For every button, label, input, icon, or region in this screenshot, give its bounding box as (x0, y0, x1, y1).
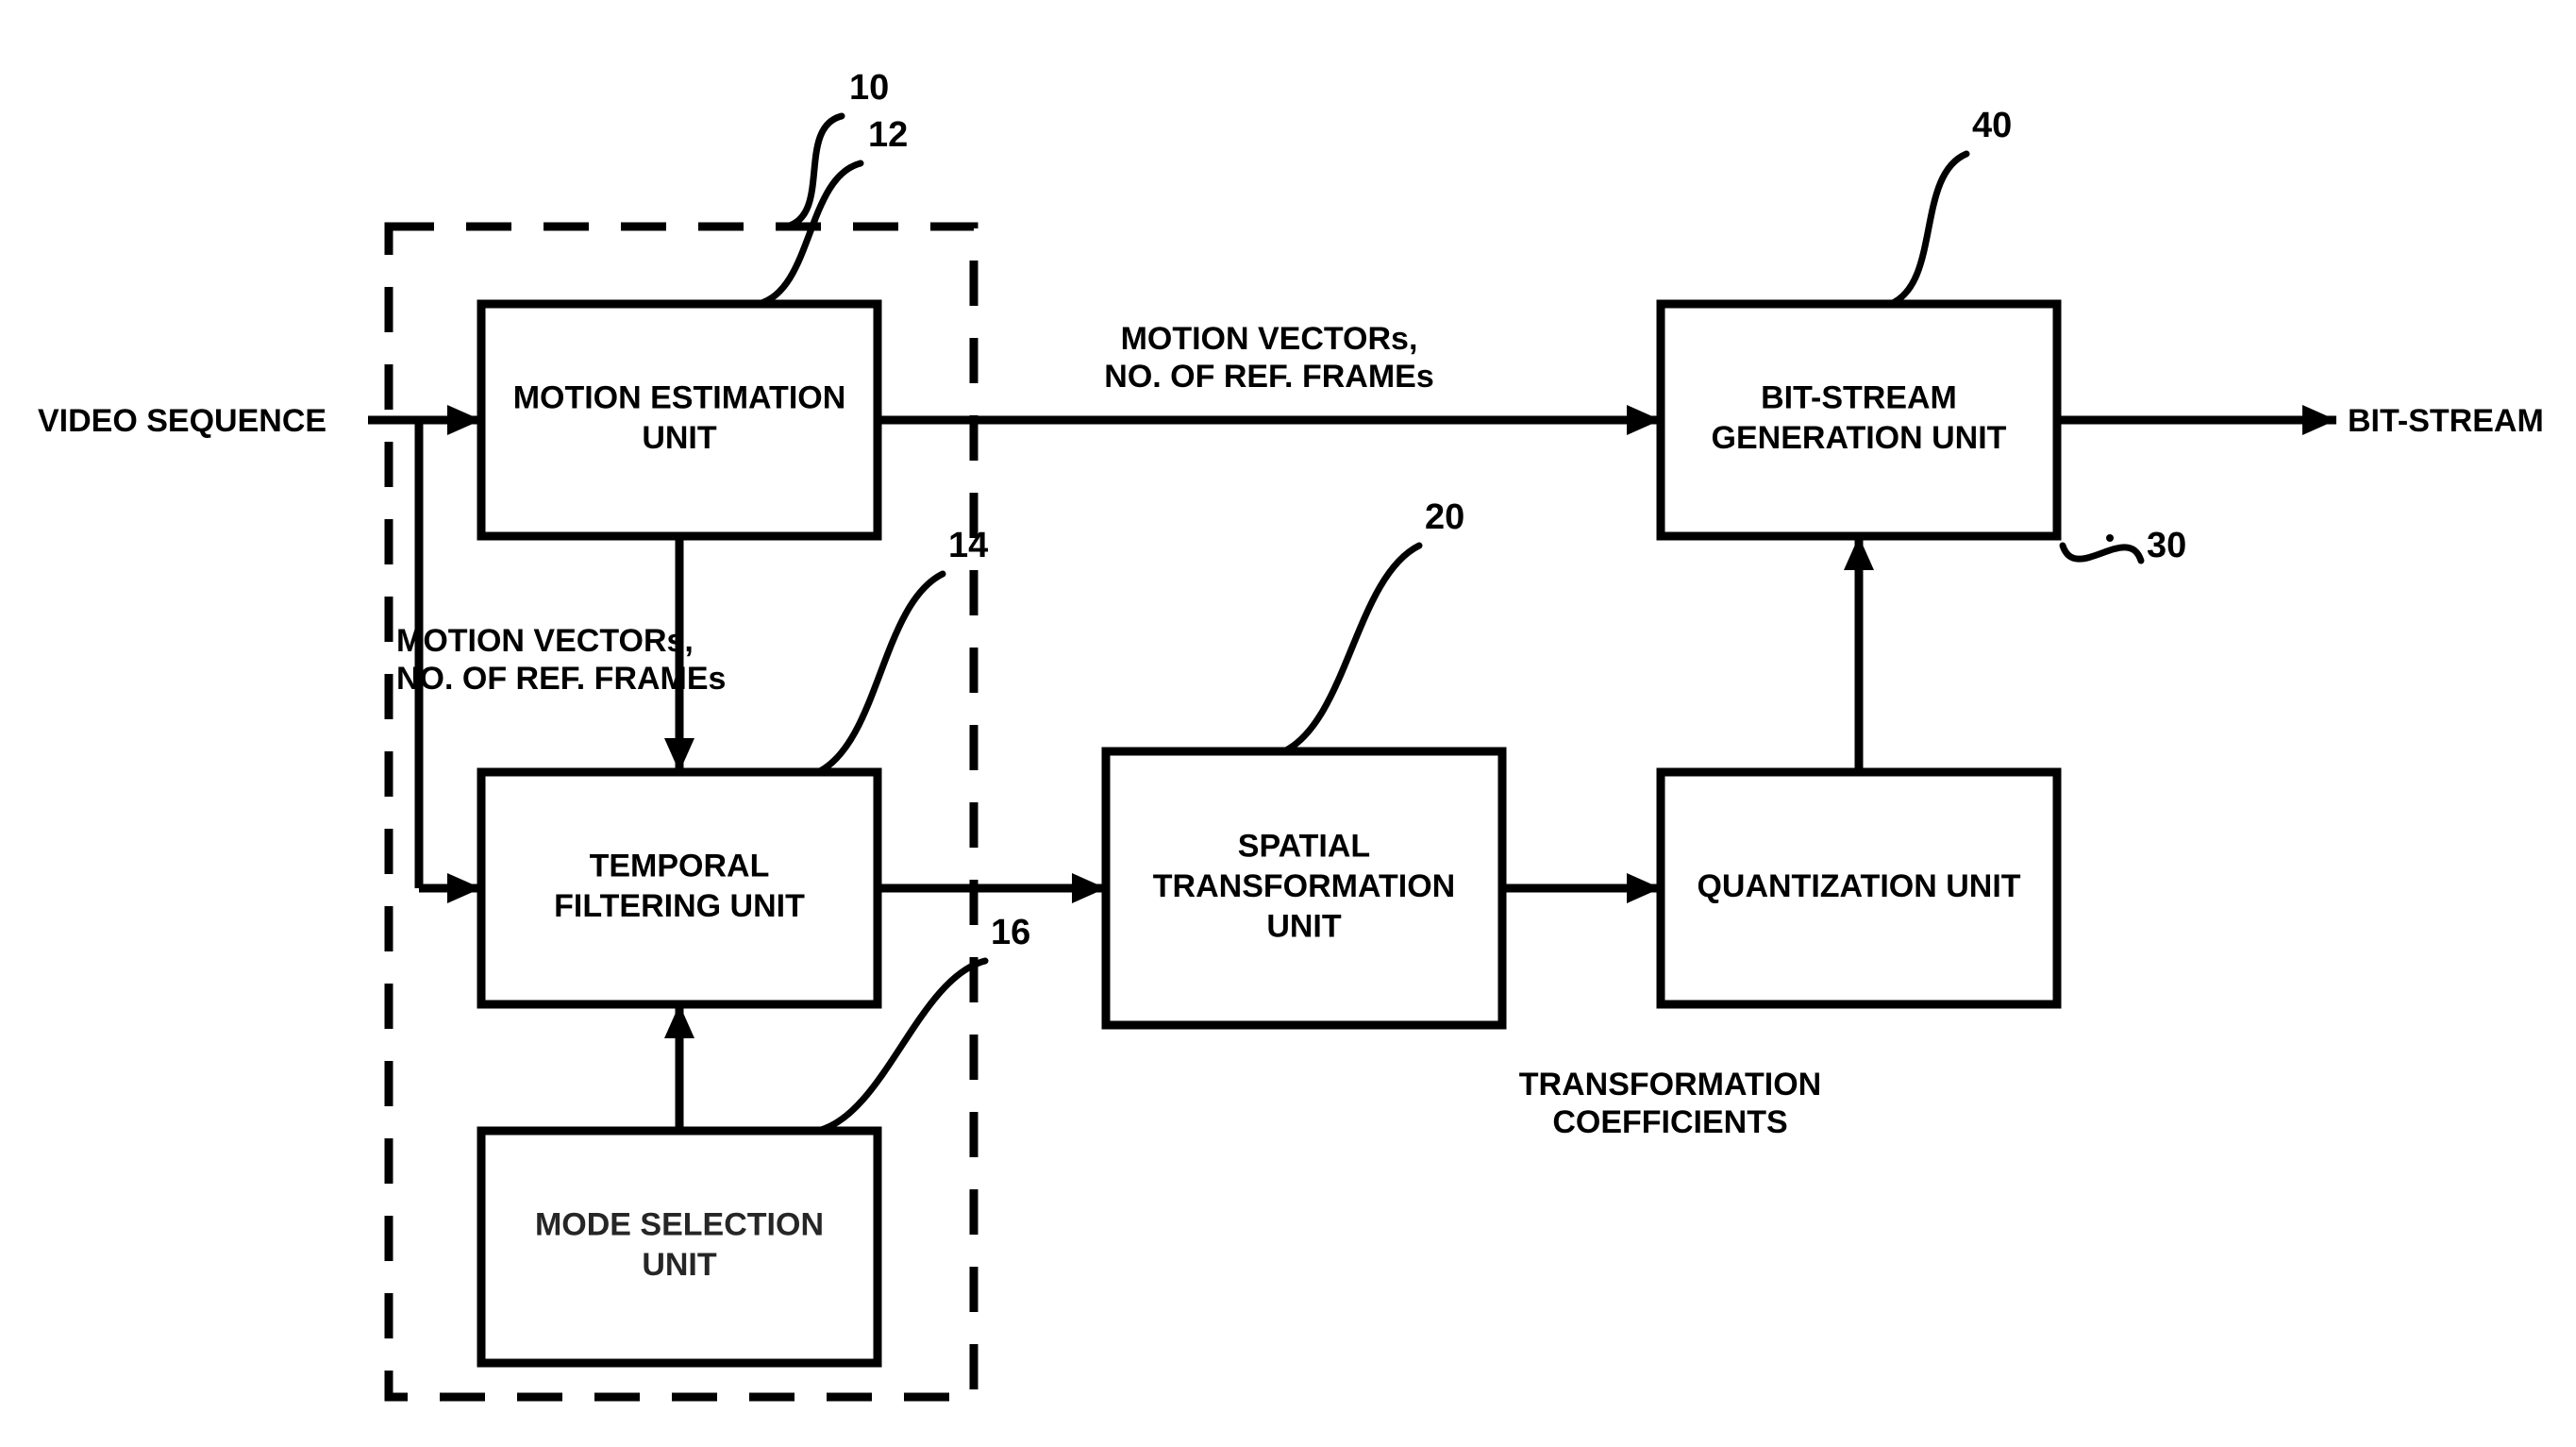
edge-me-tf-label-1: NO. OF REF. FRAMEs (396, 661, 726, 697)
ref-14: 14 (948, 526, 988, 565)
node-temporal_filtering-label-1: FILTERING UNIT (554, 888, 805, 924)
node-spatial_transformation-label-0: SPATIAL (1238, 828, 1370, 864)
edge-me-bg-label-0: MOTION VECTORs, (1121, 321, 1418, 357)
node-quantization-label-0: QUANTIZATION UNIT (1697, 868, 2020, 904)
ref-30: 30 (2147, 526, 2186, 565)
ref-16: 16 (991, 913, 1030, 952)
node-spatial_transformation-label-2: UNIT (1266, 908, 1342, 944)
decorative-dot (2106, 534, 2114, 542)
node-mode_selection-label-1: UNIT (642, 1247, 717, 1283)
edge-me-bg-label-1: NO. OF REF. FRAMEs (1104, 359, 1433, 395)
ref-40: 40 (1972, 106, 2012, 145)
node-spatial_transformation-label-1: TRANSFORMATION (1153, 868, 1455, 904)
output-label: BIT-STREAM (2348, 403, 2544, 439)
node-bitstream_generation-label-1: GENERATION UNIT (1712, 420, 2007, 456)
node-bitstream_generation-label-0: BIT-STREAM (1761, 380, 1957, 416)
edge-me-tf-label-0: MOTION VECTORs, (396, 623, 694, 659)
input-label: VIDEO SEQUENCE (38, 403, 326, 439)
node-motion_estimation-label-1: UNIT (642, 420, 717, 456)
ref-12: 12 (868, 115, 908, 155)
node-motion_estimation-label-0: MOTION ESTIMATION (513, 380, 846, 416)
edge-st-qz-label-0: TRANSFORMATION (1519, 1067, 1821, 1102)
edge-st-qz-label-1: COEFFICIENTS (1552, 1104, 1787, 1140)
ref-20: 20 (1425, 497, 1464, 537)
ref-10: 10 (849, 68, 889, 108)
node-mode_selection-label-0: MODE SELECTION (535, 1207, 824, 1243)
node-temporal_filtering-label-0: TEMPORAL (590, 849, 770, 884)
